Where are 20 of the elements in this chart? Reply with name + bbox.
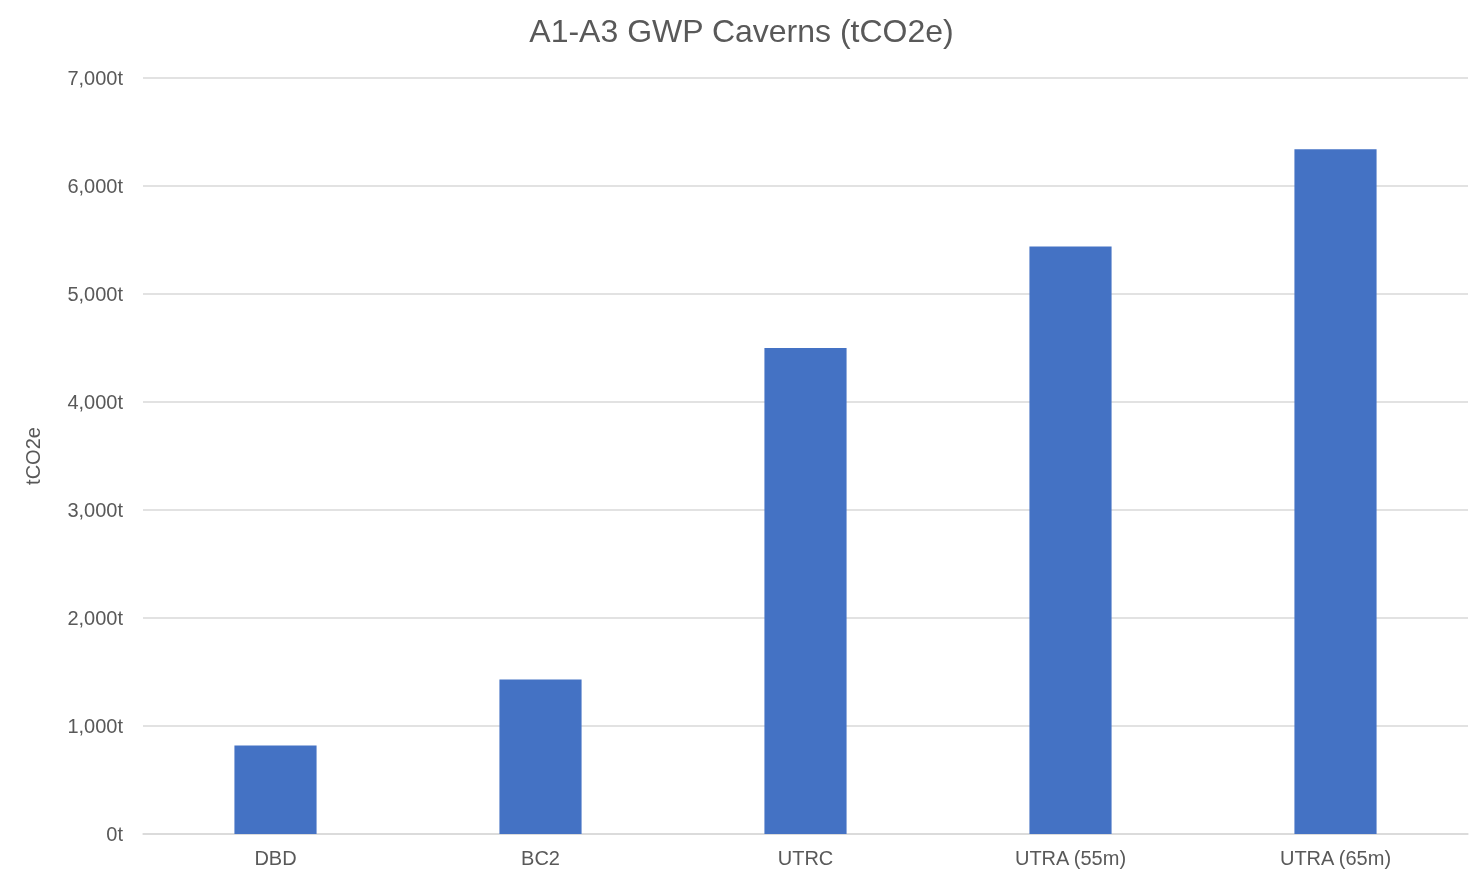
y-tick-label: 3,000t: [67, 499, 124, 521]
x-tick-label: BC2: [521, 847, 560, 869]
y-tick-label: 1,000t: [67, 715, 124, 737]
x-tick-label: UTRC: [777, 847, 834, 869]
x-tick-label: DBD: [254, 847, 297, 869]
x-tick-label: UTRA (55m): [1014, 847, 1127, 869]
y-tick-label: 0t: [106, 823, 124, 845]
y-tick-label: 2,000t: [67, 607, 124, 629]
bar: [1029, 246, 1112, 834]
y-tick-label: 7,000t: [67, 67, 124, 89]
y-tick-label: 4,000t: [67, 391, 124, 413]
bar: [1294, 149, 1377, 834]
chart-title: A1-A3 GWP Caverns (tCO2e): [529, 13, 954, 49]
bar: [234, 745, 317, 834]
y-axis-title: tCO2e: [22, 427, 44, 485]
x-tick-label: UTRA (65m): [1279, 847, 1392, 869]
y-tick-label: 6,000t: [67, 175, 124, 197]
bar: [764, 348, 847, 834]
bar: [499, 679, 582, 834]
y-tick-label: 5,000t: [67, 283, 124, 305]
